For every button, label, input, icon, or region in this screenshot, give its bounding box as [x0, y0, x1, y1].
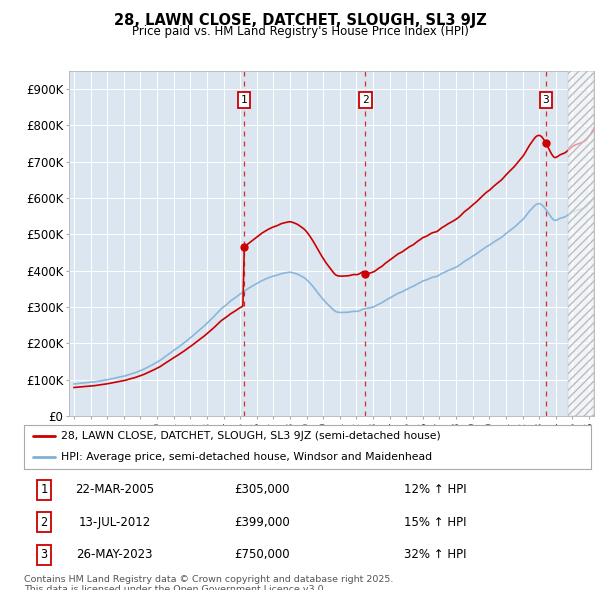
Text: £305,000: £305,000 — [235, 483, 290, 496]
Text: 15% ↑ HPI: 15% ↑ HPI — [404, 516, 466, 529]
Text: 2: 2 — [362, 95, 369, 105]
Text: 1: 1 — [241, 95, 247, 105]
Text: £750,000: £750,000 — [235, 548, 290, 561]
Text: 1: 1 — [40, 483, 47, 496]
Text: 26-MAY-2023: 26-MAY-2023 — [76, 548, 153, 561]
Text: £399,000: £399,000 — [234, 516, 290, 529]
Text: 28, LAWN CLOSE, DATCHET, SLOUGH, SL3 9JZ (semi-detached house): 28, LAWN CLOSE, DATCHET, SLOUGH, SL3 9JZ… — [61, 431, 440, 441]
Text: Price paid vs. HM Land Registry's House Price Index (HPI): Price paid vs. HM Land Registry's House … — [131, 25, 469, 38]
Text: Contains HM Land Registry data © Crown copyright and database right 2025.
This d: Contains HM Land Registry data © Crown c… — [24, 575, 394, 590]
Text: 28, LAWN CLOSE, DATCHET, SLOUGH, SL3 9JZ: 28, LAWN CLOSE, DATCHET, SLOUGH, SL3 9JZ — [113, 13, 487, 28]
Text: 13-JUL-2012: 13-JUL-2012 — [79, 516, 151, 529]
Text: 12% ↑ HPI: 12% ↑ HPI — [404, 483, 467, 496]
Text: 2: 2 — [40, 516, 47, 529]
Text: HPI: Average price, semi-detached house, Windsor and Maidenhead: HPI: Average price, semi-detached house,… — [61, 452, 432, 461]
Text: 3: 3 — [542, 95, 549, 105]
Text: 32% ↑ HPI: 32% ↑ HPI — [404, 548, 466, 561]
Text: 22-MAR-2005: 22-MAR-2005 — [75, 483, 154, 496]
Text: 3: 3 — [40, 548, 47, 561]
